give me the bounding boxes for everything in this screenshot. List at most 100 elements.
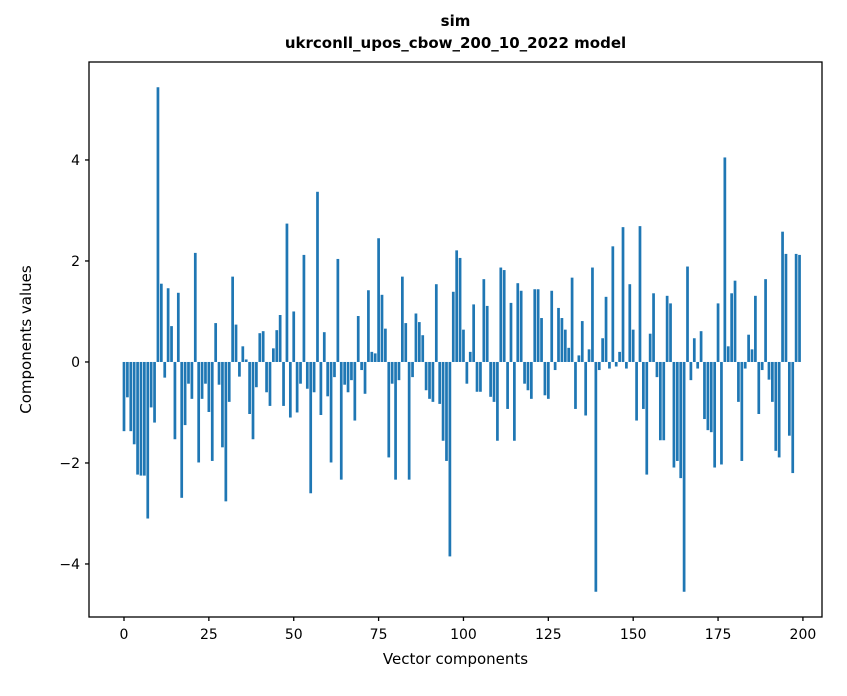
y-tick-label: 4 [71,153,80,169]
bar [350,361,353,381]
bar [675,361,679,461]
bar [282,361,285,406]
bar [540,318,543,362]
bar [648,333,652,362]
bar [618,351,621,362]
bar [591,267,594,362]
bar [377,238,380,362]
bar [743,361,747,369]
bar [200,361,204,399]
bar [665,295,669,362]
bar [360,361,363,371]
bar [482,279,486,362]
x-tick-label: 200 [790,627,817,643]
bar [672,361,676,468]
bar [529,361,533,399]
bar [312,361,316,393]
bar [170,326,173,362]
bar [411,361,414,378]
bar [363,361,367,394]
bar [305,361,309,389]
bar [597,361,601,371]
bar [326,361,330,397]
bar [278,315,282,362]
bar [655,361,659,378]
bar [513,361,516,441]
chart-subtitle: ukrconll_upos_cbow_200_10_2022 model [284,34,627,52]
bar [329,361,333,463]
bar [696,361,700,369]
x-tick-label: 175 [705,627,732,643]
bar [441,361,445,441]
bar [723,157,727,362]
bar [536,289,540,362]
bar [574,361,577,409]
bar [625,361,628,369]
bar [404,323,408,362]
bar [733,280,737,362]
bar [750,349,754,362]
bar [234,324,238,362]
bar [764,279,767,362]
bar [611,246,615,362]
bar [255,361,258,388]
bar [190,361,194,399]
bar [238,361,241,377]
bar [214,323,218,362]
bar [580,321,584,362]
bar [414,313,418,362]
bar [343,361,347,385]
bar [784,253,788,362]
x-tick-label: 50 [285,627,303,643]
bar [546,361,550,399]
bar [241,346,245,362]
bar [669,303,672,362]
bar [322,332,326,362]
bar [319,361,323,415]
bar [336,258,340,362]
bar [159,283,163,362]
bar [791,361,795,474]
bar [384,328,387,362]
bar [740,361,744,461]
bar [285,223,289,362]
bar [519,290,523,362]
bar [428,361,431,399]
bar [207,361,211,412]
bar [567,347,571,362]
bar [692,338,696,362]
bar [458,257,462,362]
bar [787,361,791,436]
bar [720,361,723,465]
bar [407,361,411,480]
bar [275,330,279,362]
y-tick-label: 2 [71,254,80,270]
bar [553,361,557,371]
bar [777,361,781,458]
bar [472,304,476,362]
bar [462,329,465,362]
bar [244,359,248,362]
bar [652,293,655,362]
bar [533,289,537,362]
bar [699,331,703,362]
bar [146,361,150,519]
bar [424,361,428,391]
bar [438,361,442,404]
bar [390,361,394,384]
x-tick-label: 75 [370,627,388,643]
x-tick-label: 25 [200,627,218,643]
bar [394,361,397,480]
bar [227,361,231,402]
bar [774,361,778,451]
bar [499,267,503,362]
bar [662,361,666,441]
bar [367,290,370,362]
bar [587,349,591,362]
x-tick-label: 125 [535,627,562,643]
bar [560,318,564,362]
bar [557,307,560,362]
bar [224,361,228,502]
bar [781,231,784,362]
